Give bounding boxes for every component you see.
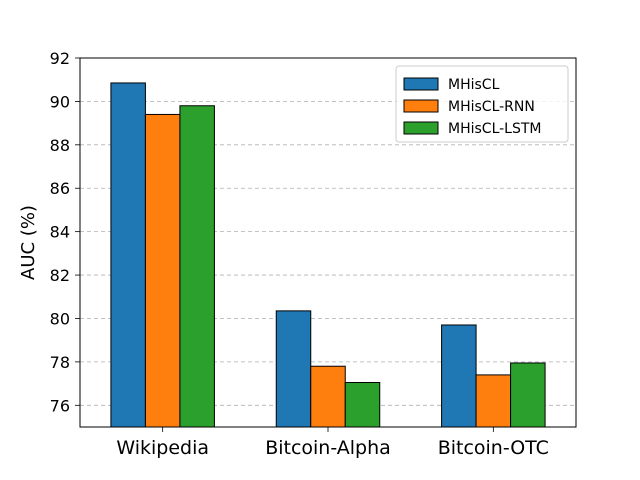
x-tick-label: Bitcoin-OTC <box>438 437 549 459</box>
y-tick-label: 90 <box>50 92 70 111</box>
y-tick-label: 84 <box>50 223 70 242</box>
x-tick-label: Bitcoin-Alpha <box>265 437 391 459</box>
x-axis: Wikipedia Bitcoin-Alpha Bitcoin-OTC <box>116 427 549 459</box>
legend-swatch <box>403 121 439 135</box>
legend-frame <box>395 65 569 143</box>
y-tick-label: 76 <box>50 396 70 415</box>
bar-mhiscl-rnn-wikipedia <box>144 113 181 428</box>
y-tick-label: 86 <box>50 179 70 198</box>
legend-swatch <box>403 99 439 113</box>
bar-mhiscl-bitcoin-alpha <box>275 310 312 428</box>
bar-mhiscl-rnn-bitcoin-alpha <box>310 365 346 428</box>
y-axis-label: AUC (%) <box>18 205 39 280</box>
legend-label: MHisCL-LSTM <box>448 121 542 137</box>
bar-mhiscl-lstm-bitcoin-alpha <box>344 382 381 428</box>
legend-swatch <box>403 77 439 91</box>
y-tick-label: 78 <box>50 353 70 372</box>
bar-mhiscl-rnn-bitcoin-otc <box>475 374 512 428</box>
x-tick-label: Wikipedia <box>116 437 209 459</box>
y-tick-label: 82 <box>50 266 70 285</box>
y-tick-label: 80 <box>50 309 70 328</box>
y-tick-label: 88 <box>50 136 70 155</box>
legend-label: MHisCL-RNN <box>448 99 535 115</box>
y-axis: 76 78 80 82 84 86 88 90 92 <box>50 49 80 415</box>
bar-mhiscl-lstm-wikipedia <box>179 105 215 428</box>
legend-label: MHisCL <box>448 77 500 93</box>
legend: MHisCL MHisCL-RNN MHisCL-LSTM <box>395 65 569 143</box>
bars <box>110 82 546 428</box>
bar-mhiscl-wikipedia <box>110 82 146 428</box>
bar-mhiscl-bitcoin-otc <box>441 324 477 428</box>
y-tick-label: 92 <box>50 49 70 68</box>
bar-mhiscl-lstm-bitcoin-otc <box>510 362 546 428</box>
